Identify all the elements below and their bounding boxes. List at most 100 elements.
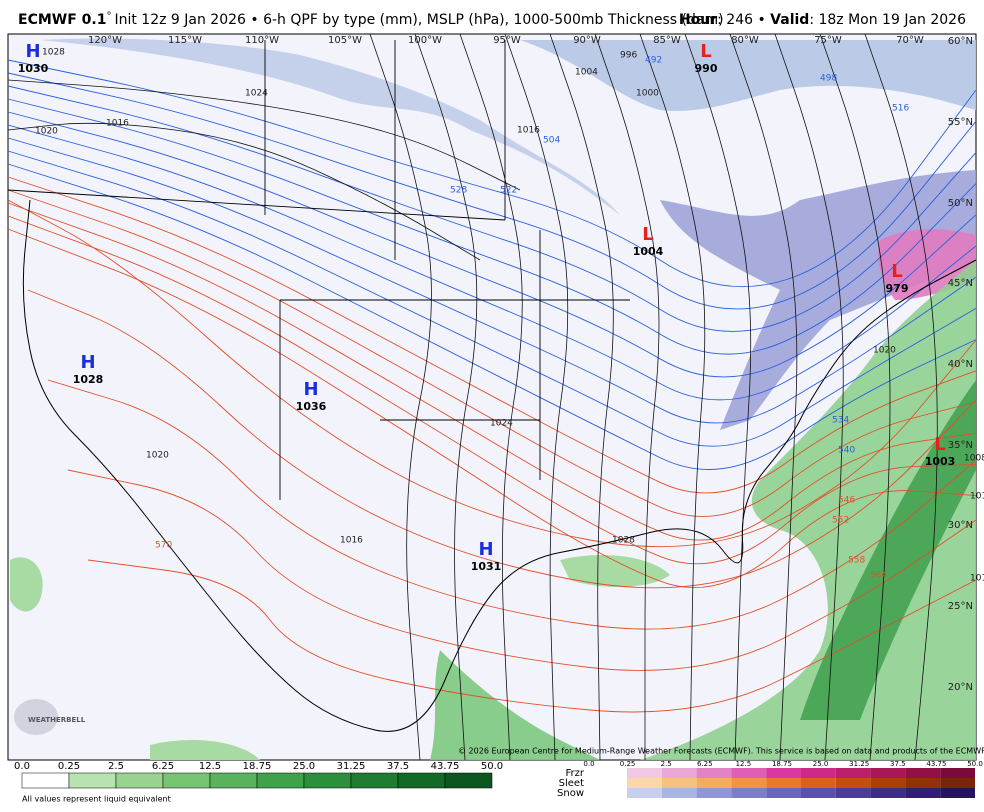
type-color-swatch — [905, 778, 941, 788]
type-color-swatch — [835, 768, 871, 778]
type-color-swatch — [835, 788, 871, 798]
legend: 0.0 0.25 2.5 6.25 12.5 18.75 25.0 31.25 37.5 43.7… — [14, 760, 983, 799]
rain-area — [430, 650, 600, 760]
rain-scale-label: 12.5 — [199, 761, 221, 772]
latitude-label: 45°N — [948, 278, 973, 289]
type-scale-label: 37.5 — [890, 760, 906, 768]
isobar — [729, 33, 798, 761]
thickness-line — [7, 215, 977, 565]
thickness-line — [87, 559, 977, 713]
type-color-swatch — [766, 768, 801, 778]
logo-text: WEATHERBELL — [28, 716, 86, 724]
logo-globe — [14, 699, 58, 735]
rain-area — [150, 740, 260, 760]
isobar — [819, 33, 891, 761]
rain-scale-label: 18.75 — [243, 761, 272, 772]
type-color-swatch — [801, 768, 836, 778]
rain-scale-label: 31.25 — [337, 761, 366, 772]
border — [7, 189, 506, 221]
type-color-swatch — [870, 768, 906, 778]
isobar-label: 1016 — [517, 126, 540, 136]
valid-label: Valid — [770, 12, 809, 28]
rain-scale-label: 0.25 — [58, 761, 80, 772]
rain-area — [560, 555, 670, 587]
thickness-label: 546 — [838, 496, 855, 506]
type-color-swatch — [940, 778, 975, 788]
longitude-label: 85°W — [653, 35, 681, 46]
isobar — [414, 33, 478, 761]
pressure-center-value: 1003 — [925, 455, 956, 468]
isobar — [549, 33, 614, 761]
type-scale-label: 6.25 — [697, 760, 713, 768]
type-color-swatch — [627, 778, 662, 788]
pressure-center-value: 1031 — [471, 560, 502, 573]
rain-scale-label: 25.0 — [293, 761, 315, 772]
isobar-label: 1024 — [245, 89, 268, 99]
type-color-swatch — [731, 788, 767, 798]
pressure-center-value: 990 — [695, 62, 718, 75]
type-color-swatch — [940, 768, 975, 778]
type-color-swatch — [870, 778, 906, 788]
rain-scale-label: 2.5 — [108, 761, 124, 772]
type-color-swatch — [696, 778, 732, 788]
type-scale-label: 0.0 — [583, 760, 594, 768]
type-scale-label: 12.5 — [736, 760, 752, 768]
thickness-line — [7, 202, 977, 541]
isobar-label: 1016 — [340, 536, 363, 546]
latitude-label: 50°N — [948, 198, 973, 209]
isobar — [369, 33, 432, 761]
thickness-line — [47, 379, 977, 630]
thickness-line — [7, 137, 977, 424]
latitude-label: 25°N — [948, 601, 973, 612]
thickness-line — [7, 189, 977, 517]
thickness-label: 516 — [892, 104, 909, 114]
pressure-center-letter: L — [700, 41, 711, 62]
isobar-label: 1028 — [42, 48, 65, 58]
thickness-line — [7, 98, 977, 355]
isobar-label: 1020 — [146, 451, 169, 461]
snow-area — [520, 40, 976, 111]
thickness-label: 522 — [500, 186, 517, 196]
thickness-line — [27, 289, 977, 589]
rain-color-swatch — [21, 772, 70, 789]
isobar — [459, 33, 523, 761]
longitude-label: 75°W — [814, 35, 842, 46]
rain-area — [10, 557, 43, 612]
longitude-label: 115°W — [168, 35, 202, 46]
model-name: ECMWF 0.1 — [18, 12, 106, 28]
pressure-center-value: 1036 — [296, 400, 327, 413]
type-color-swatch — [661, 788, 697, 798]
hour-label: Hour — [679, 12, 717, 28]
type-color-swatch — [731, 768, 767, 778]
thickness-line — [7, 59, 977, 288]
pressure-center-letter: H — [80, 352, 95, 373]
latitude-label: 60°N — [948, 36, 973, 47]
pressure-center-letter: L — [642, 224, 653, 245]
legend-note: All values represent liquid equivalent — [22, 795, 171, 804]
thickness-label: 564 — [870, 571, 887, 581]
isobar-label: 1020 — [35, 127, 58, 137]
pressure-center-value: 1004 — [633, 245, 664, 258]
rain-scale-label: 43.75 — [431, 761, 460, 772]
type-color-swatch — [661, 778, 697, 788]
rain-color-swatch — [350, 772, 399, 789]
thickness-line — [7, 72, 977, 310]
isobar — [7, 79, 521, 191]
type-color-swatch — [766, 788, 801, 798]
isobar-label: 996 — [620, 51, 637, 61]
thickness-label: 534 — [832, 416, 849, 426]
type-color-swatch — [696, 788, 732, 798]
isobar — [774, 33, 844, 761]
copyright: © 2026 European Centre for Medium-Range … — [458, 747, 984, 756]
type-color-swatch — [835, 778, 871, 788]
latitude-label: 35°N — [948, 440, 973, 451]
hour-value: : 246 • — [717, 12, 770, 28]
type-color-swatch — [766, 778, 801, 788]
isobar — [684, 33, 752, 761]
type-scale-label: 2.5 — [661, 760, 672, 768]
header-title: ECMWF 0.1° Init 12z 9 Jan 2026 • 6-h QPF … — [18, 11, 724, 28]
rain-color-swatch — [303, 772, 352, 789]
rain-scale-label: 37.5 — [387, 761, 409, 772]
